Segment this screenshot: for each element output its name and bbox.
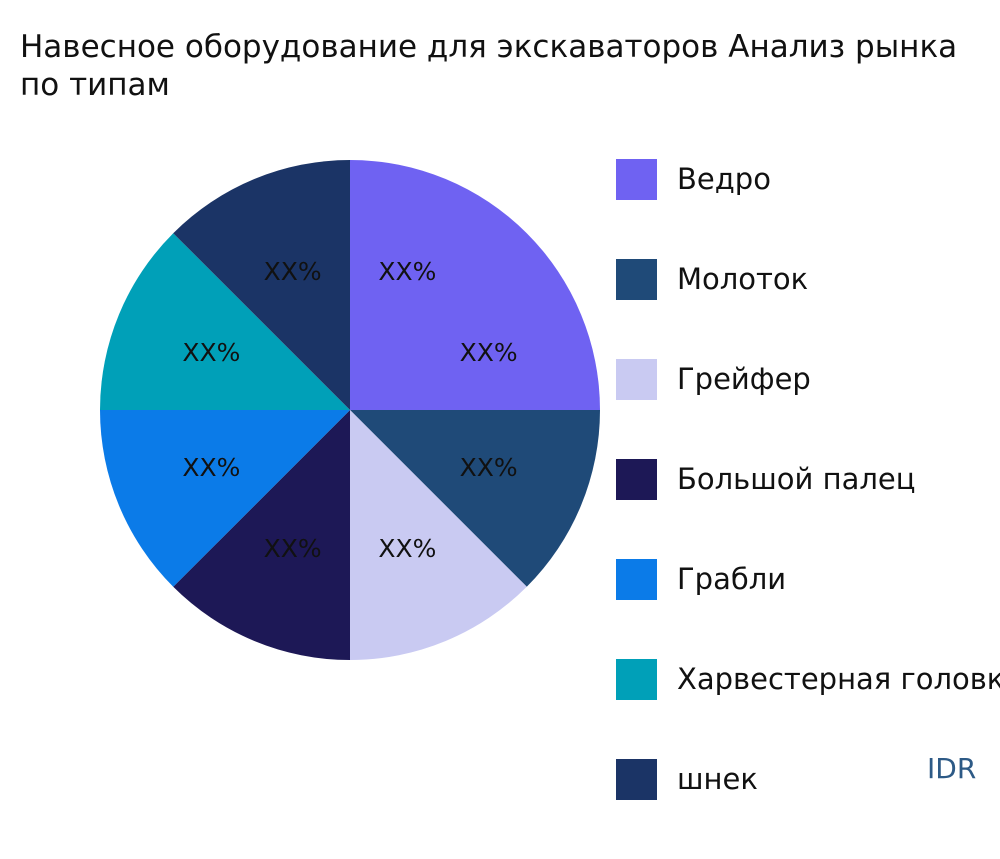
legend-item-1: Молоток [616, 259, 1000, 359]
pie-chart: XX% XX% XX% XX% XX% XX% XX% XX% [100, 160, 600, 660]
pie-slice-label-5: XX% [182, 338, 240, 367]
legend-label: Харвестерная головка [677, 662, 1000, 696]
legend-label: Ведро [677, 162, 771, 196]
legend: Ведро Молоток Грейфер Большой палец Грабли Ха… [616, 159, 1000, 859]
legend-label: Молоток [677, 262, 809, 296]
pie-slice-0 [350, 160, 600, 410]
legend-swatch [616, 259, 657, 300]
legend-label: Большой палец [677, 462, 916, 496]
pie-slice-label-1: XX% [460, 453, 518, 482]
chart-title: Навесное оборудование для экскаваторов А… [20, 28, 1000, 104]
pie-slice-label-6: XX% [264, 257, 322, 286]
legend-swatch [616, 359, 657, 400]
pie-slice-label-2: XX% [378, 534, 436, 563]
legend-item-0: Ведро [616, 159, 1000, 259]
pie-slice-5 [100, 233, 350, 410]
chart-title-line-1: Навесное оборудование для экскаваторов А… [20, 29, 958, 65]
legend-label: шнек [677, 762, 758, 796]
pie-slice-label-4: XX% [182, 453, 240, 482]
pie-slice-1 [350, 410, 600, 587]
pie-labels: XX% XX% XX% XX% XX% XX% XX% XX% [182, 257, 517, 563]
pie-slice-label-3: XX% [264, 534, 322, 563]
pie-slice-4 [100, 410, 350, 587]
pie-slice-label-0-1: XX% [460, 338, 518, 367]
legend-swatch [616, 459, 657, 500]
legend-label: Грабли [677, 562, 787, 596]
chart-title-line-2: по типам [20, 67, 170, 103]
pie-slices [100, 160, 600, 660]
legend-swatch [616, 659, 657, 700]
pie-slice-6 [173, 160, 350, 410]
legend-label: Грейфер [677, 362, 811, 396]
pie-slice-3 [173, 410, 350, 660]
pie-slice-label-0-0: XX% [378, 257, 436, 286]
legend-item-5: Харвестерная головка [616, 659, 1000, 759]
legend-swatch [616, 559, 657, 600]
legend-item-2: Грейфер [616, 359, 1000, 459]
legend-item-6: шнек [616, 759, 1000, 859]
brand-logo: IDR [927, 752, 977, 785]
legend-item-3: Большой палец [616, 459, 1000, 559]
legend-swatch [616, 759, 657, 800]
pie-slice-2 [350, 410, 527, 660]
legend-swatch [616, 159, 657, 200]
legend-item-4: Грабли [616, 559, 1000, 659]
